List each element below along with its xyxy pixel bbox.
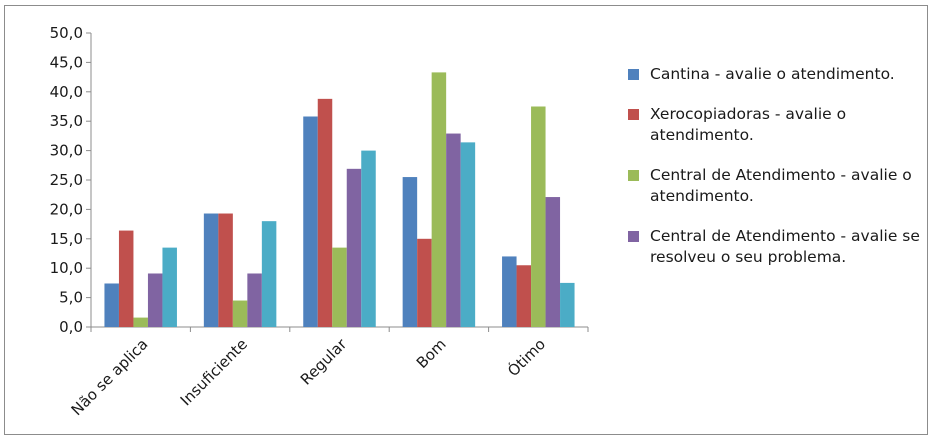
bar — [133, 317, 148, 327]
y-tick-label: 40,0 — [50, 83, 83, 101]
bar — [147, 273, 163, 327]
chart-bars — [104, 72, 575, 328]
y-tick-label: 5,0 — [59, 289, 83, 307]
bar — [261, 221, 277, 327]
y-tick-label: 15,0 — [50, 230, 83, 248]
x-category-label: Não se aplica — [68, 335, 152, 419]
y-tick-label: 25,0 — [50, 171, 83, 189]
legend-swatch — [628, 170, 639, 181]
legend-item: Central de Atendimento - avalie se resol… — [628, 226, 926, 268]
legend-label: Xerocopiadoras - avalie o atendimento. — [650, 105, 847, 144]
legend-item: Cantina - avalie o atendimento. — [628, 64, 926, 85]
bar — [247, 273, 262, 327]
y-tick-label: 35,0 — [50, 112, 83, 130]
bar — [218, 213, 233, 327]
y-tick-label: 30,0 — [50, 142, 83, 160]
bar — [516, 265, 532, 327]
bar — [402, 177, 418, 327]
legend-item: Central de Atendimento - avalie o atendi… — [628, 165, 926, 207]
bar — [545, 197, 561, 327]
bar — [560, 282, 575, 327]
y-tick-label: 45,0 — [50, 53, 83, 71]
x-category-label: Regular — [297, 335, 351, 389]
bar — [431, 72, 447, 328]
bar — [118, 230, 134, 327]
legend-label: Central de Atendimento - avalie o atendi… — [650, 166, 912, 205]
bar — [346, 168, 362, 327]
legend-item: Xerocopiadoras - avalie o atendimento. — [628, 104, 926, 146]
x-category-label: Ótimo — [503, 334, 549, 380]
bar — [446, 133, 461, 327]
legend-label: Central de Atendimento - avalie se resol… — [650, 227, 920, 266]
bar — [317, 98, 333, 327]
bar — [162, 247, 177, 327]
bar — [361, 150, 376, 327]
bar — [502, 256, 517, 327]
x-category-label: Insuficiente — [177, 335, 251, 409]
bar — [232, 300, 248, 327]
y-tick-label: 0,0 — [59, 318, 83, 336]
legend-swatch — [628, 69, 639, 80]
legend-label: Cantina - avalie o atendimento. — [650, 65, 895, 83]
bar — [417, 238, 432, 327]
bar — [104, 283, 119, 327]
bar — [332, 247, 347, 327]
legend-swatch — [628, 231, 639, 242]
bar — [460, 142, 476, 327]
y-tick-label: 20,0 — [50, 200, 83, 218]
legend: Cantina - avalie o atendimento. Xerocopia… — [628, 64, 926, 287]
y-tick-label: 50,0 — [50, 24, 83, 42]
bar — [203, 213, 219, 327]
x-category-label: Bom — [413, 335, 450, 372]
bar — [303, 116, 318, 327]
legend-swatch — [628, 109, 639, 120]
bar — [531, 106, 546, 327]
y-tick-label: 10,0 — [50, 259, 83, 277]
